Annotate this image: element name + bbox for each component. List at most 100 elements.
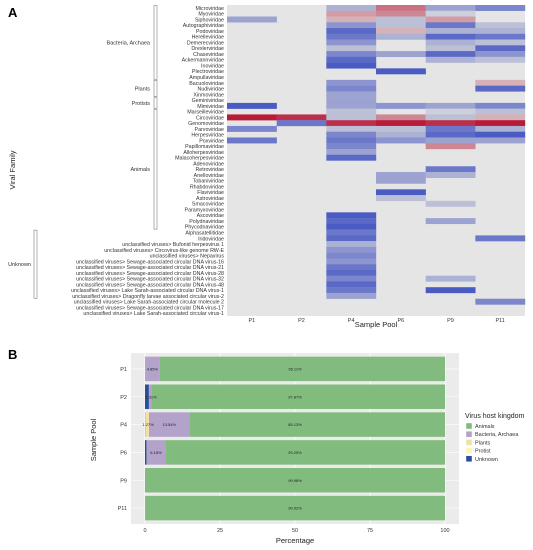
bar-segment [165,440,445,465]
heatmap-cell [425,218,476,225]
heatmap-group-label: Bacteria, Archaea [107,40,151,46]
heatmap-group-bracket [153,80,158,97]
heatmap-cell [326,39,377,46]
heatmap-cell [326,91,377,98]
heatmap-cell [376,16,426,23]
heatmap-cell [425,120,476,127]
bar-x-tick-label: 50 [292,528,298,534]
heatmap-cells [227,5,526,305]
heatmap-cell [376,195,426,202]
heatmap-cell [475,298,526,305]
heatmap-row-label: unclassified viruses> Nepavirus [150,254,225,260]
heatmap-group-bracket [33,229,38,299]
heatmap-row-label: unclassified viruses> Sewage-associated … [76,277,224,283]
heatmap-row-label: Xinmoviridae [193,92,224,98]
heatmap-row-label: Inoviridae [201,63,224,69]
bar-category-label: P1 [120,367,127,373]
heatmap-cell [227,114,277,121]
bar-data-label: 99.92% [288,506,302,511]
bar-grid [144,353,446,524]
heatmap-cell [475,45,526,52]
heatmap-cell [326,102,377,109]
bar-data-label: 1.27% [142,422,154,427]
heatmap-row-label: Iridoviridae [198,236,224,242]
heatmap-cell [425,33,476,40]
heatmap-row-label: Malacoherpesviridae [175,156,224,162]
heatmap-cell [376,28,426,34]
heatmap-group-label: Unknown [8,262,31,268]
heatmap-cell [425,22,476,29]
bar-category-label: P2 [120,395,127,401]
heatmap-cell [425,143,476,150]
heatmap-cell [475,33,526,40]
heatmap-cell [326,79,377,86]
bar-data-label: 4.85% [147,366,159,371]
heatmap-row-label: Bacuoloviridae [189,81,224,87]
heatmap-cell [475,5,526,11]
bar-category-label: P6 [120,450,127,456]
heatmap-cell [326,292,377,299]
heatmap-cell [326,51,377,58]
heatmap-cell [425,200,476,207]
heatmap-cell [326,108,377,115]
legend-swatch [465,431,473,438]
heatmap-row-label: unclassified viruses> Lake Sarah-associa… [74,300,224,306]
bar-segment [145,440,147,465]
legend-items: Animals Bacteria, Archaea Plants Protist Unk… [465,422,519,463]
heatmap-row-label: Circoviridae [196,115,224,121]
heatmap-cell [326,45,377,52]
heatmap-row-label: Drexlerviridae [191,46,224,52]
heatmap-cell [326,114,377,121]
heatmap-cell [425,45,476,52]
heatmap-row-label: unclassified viruses> Sewage-associated … [76,265,224,271]
heatmap-row-label: unclassified viruses> Sewage-associated … [76,271,224,277]
bar-x-tick-label: 75 [367,528,373,534]
heatmap-cell [326,10,377,17]
bar-legend: Virus host kingdom Animals Bacteria, Arch… [465,413,525,463]
heatmap-row-label: Genomoviridae [188,121,224,127]
heatmap-row-label: Ampullaviridae [189,75,224,81]
heatmap-row-label: Alphasatellitidae [185,230,224,236]
heatmap-cell [227,102,277,109]
panel-a-label: A [8,5,18,20]
bar-data-label: 6.18% [150,450,162,455]
heatmap-row-label: Adenoviridae [193,161,224,167]
heatmap-cell [326,62,377,69]
heatmap-cell [376,68,426,75]
heatmap-cell [475,114,526,121]
heatmap-row-label: unclassified viruses> Lake Sarah-associa… [71,288,224,294]
legend-label: Unknown [475,457,498,463]
heatmap-cell [425,125,476,132]
heatmap-row-label: Geminiviridae [192,98,224,104]
legend-swatch [465,455,473,462]
bar-marks [131,356,459,521]
panel-b-label: B [8,347,17,362]
heatmap-cell [425,39,476,46]
heatmap-cell [475,131,526,138]
heatmap-row-label: unclassified viruses> Sewage-associated … [76,282,224,288]
heatmap-cell [326,85,377,92]
heatmap-cell [227,137,277,144]
heatmap-cell [425,131,476,138]
bar-segment [145,468,445,493]
heatmap-cell [326,212,377,219]
heatmap-row-label: Ackermannviridae [182,58,224,64]
heatmap-cell [475,85,526,92]
heatmap-cell [425,5,476,11]
bar-x-tick-labels: 0 25 50 75 100 [143,528,449,534]
heatmap-row-label: unclassified viruses> Sewage-associated … [76,305,224,311]
heatmap-row-label: Siphoviridae [195,17,224,23]
heatmap-row-label: Phycodnaviridae [185,225,224,231]
heatmap-cell [326,56,377,63]
heatmap-cell [326,97,377,104]
heatmap-column-label: P6 [397,318,404,324]
heatmap-cell [326,275,377,282]
heatmap-cell [326,22,377,29]
heatmap-y-axis-title: Viral Family [8,150,17,189]
bar-segment [189,412,445,437]
heatmap-cell [475,51,526,58]
heatmap-group-bracket [153,108,158,230]
heatmap-row-label: Anelloviridae [194,173,224,179]
legend-swatch [465,422,473,430]
bar-segment [149,384,152,409]
